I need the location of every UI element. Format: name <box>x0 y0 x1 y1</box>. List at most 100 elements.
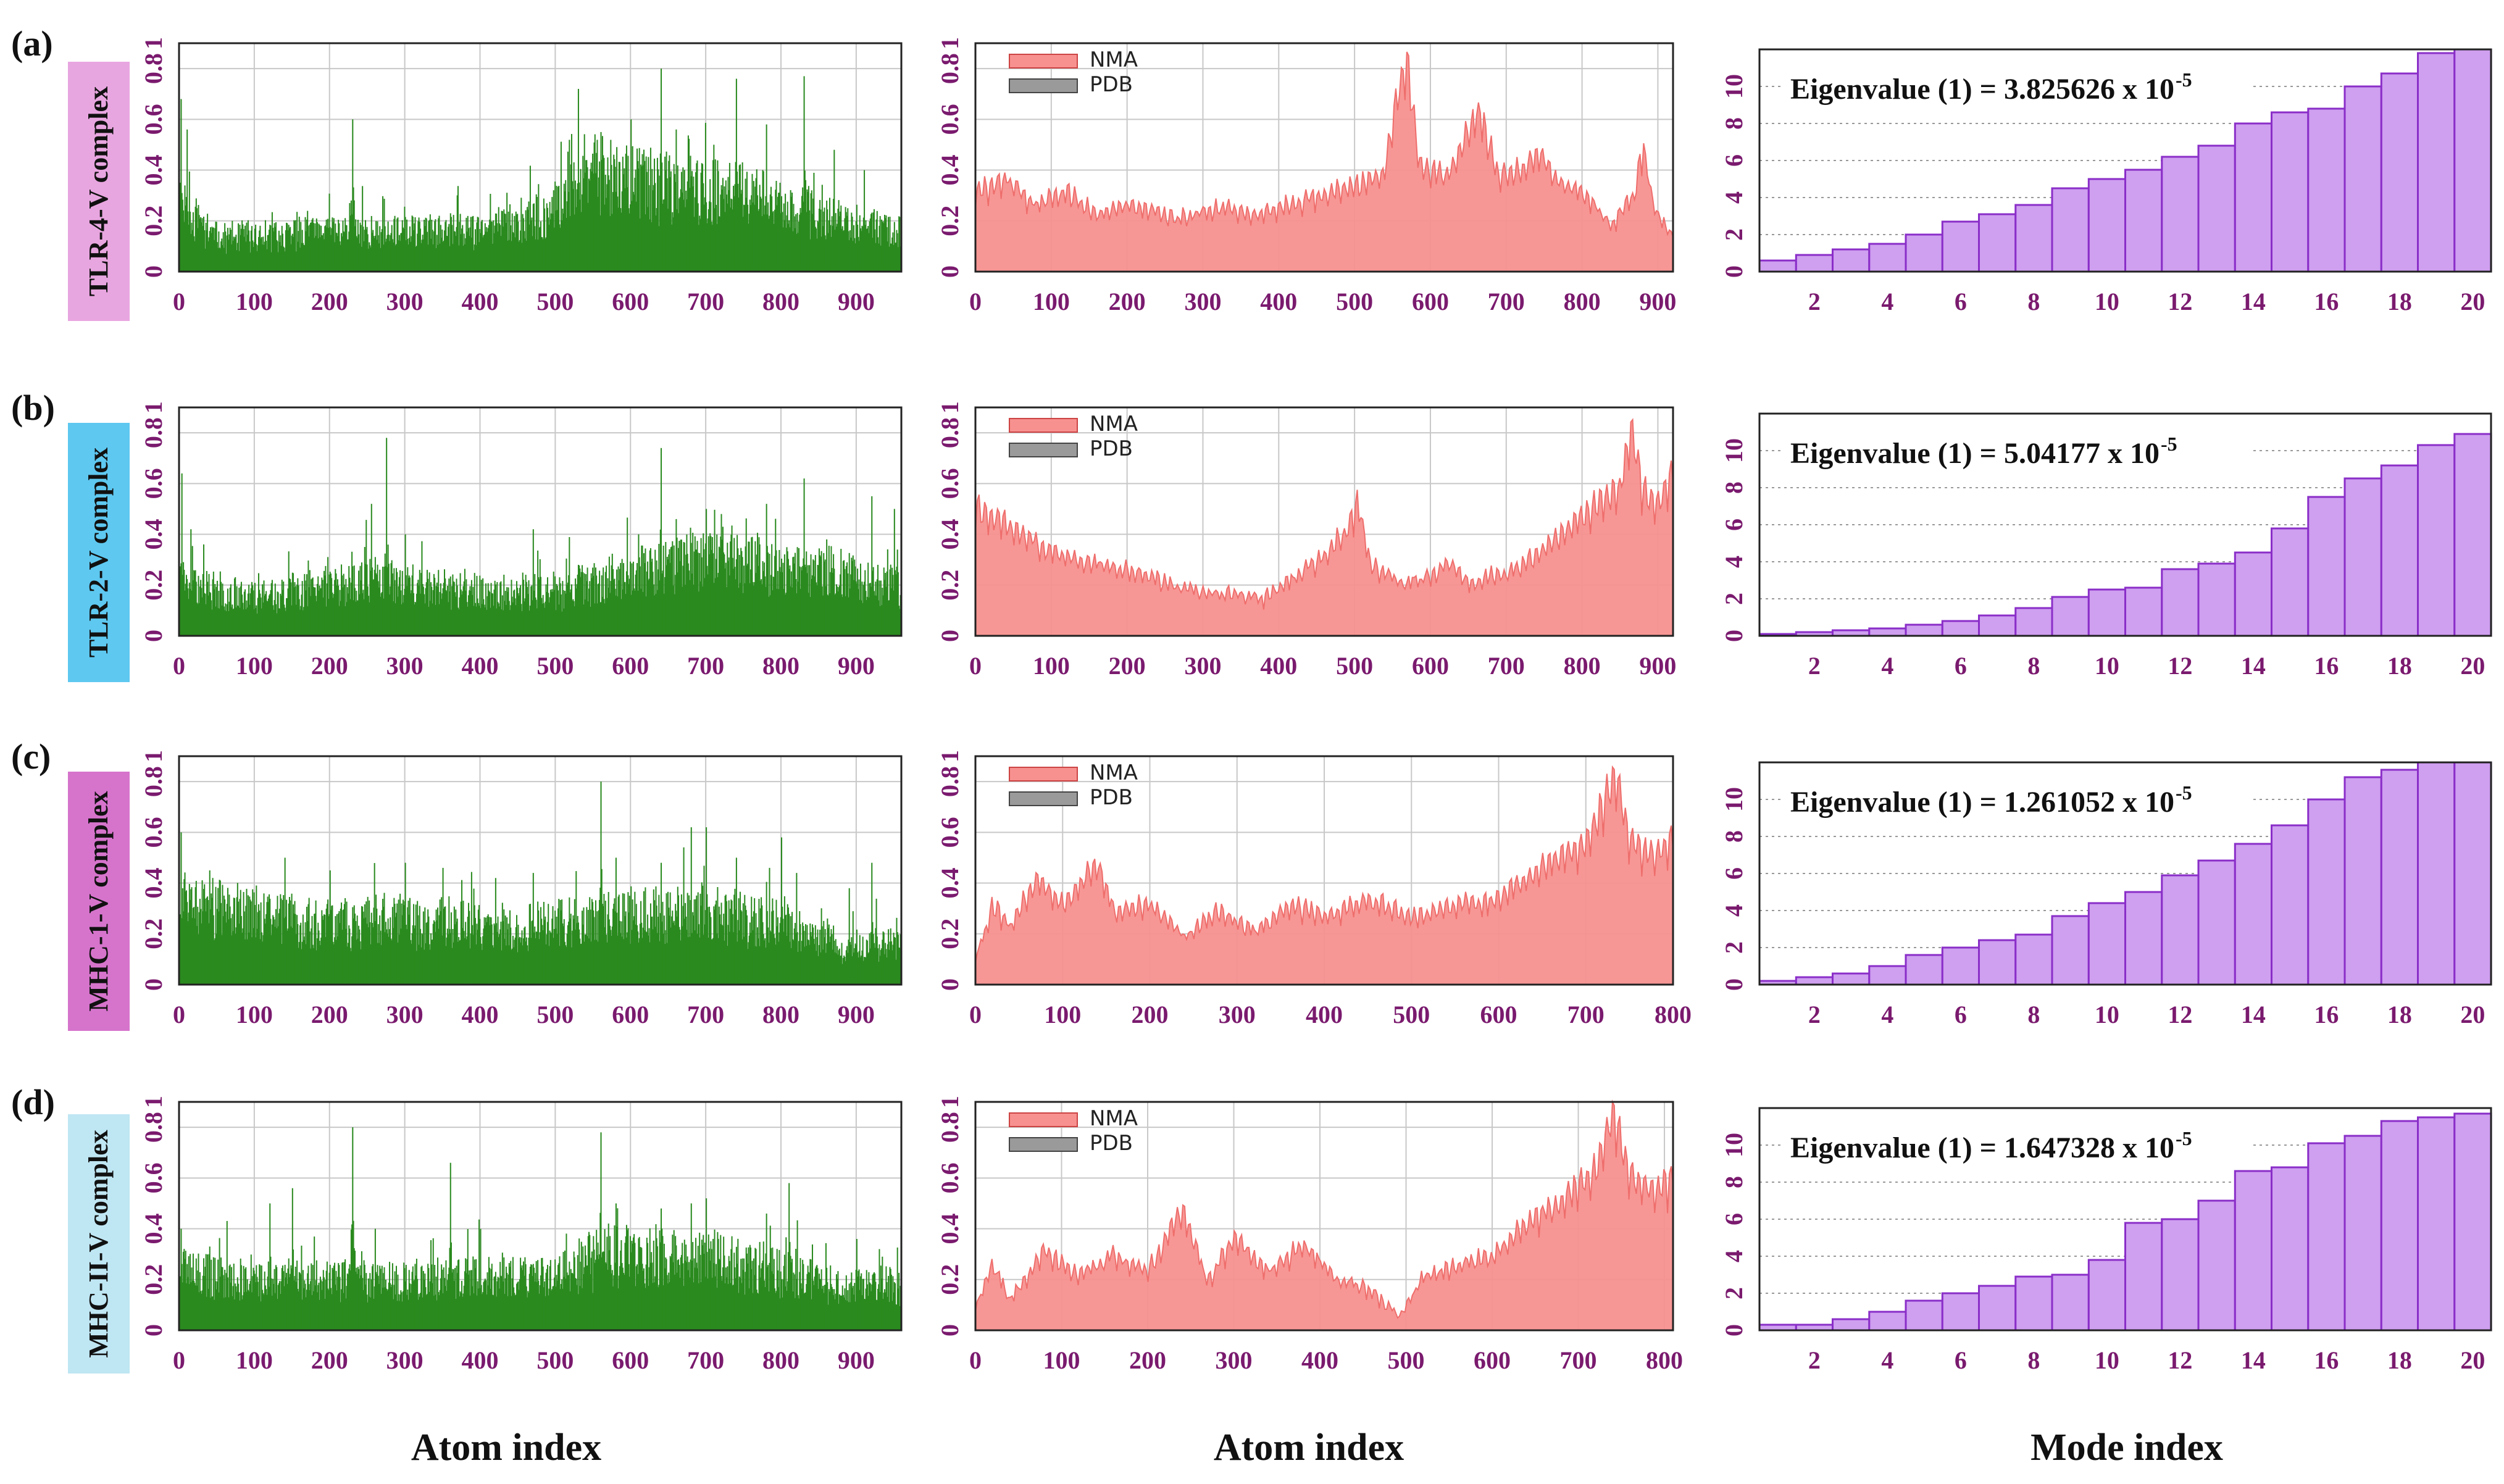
deformability-bar <box>480 233 482 272</box>
deformability-bar <box>319 941 320 985</box>
deformability-bar <box>822 595 824 636</box>
plot-frame <box>178 755 903 986</box>
deformability-bar <box>556 210 558 272</box>
deformability-bar <box>745 198 747 272</box>
deformability-bar <box>473 250 475 272</box>
deformability-bar <box>513 947 515 985</box>
deformability-bar <box>207 896 209 985</box>
deformability-bar <box>257 245 259 272</box>
deformability-bar <box>394 580 396 636</box>
deformability-bar <box>811 1299 812 1330</box>
deformability-bar <box>835 1293 837 1330</box>
y-tick-label: 10 <box>1720 74 1748 99</box>
deformability-bar <box>554 181 556 272</box>
deformability-bar <box>766 124 767 272</box>
deformability-bar <box>896 566 898 636</box>
deformability-bar <box>333 944 335 985</box>
deformability-bar <box>190 889 192 985</box>
deformability-bar <box>394 215 396 272</box>
legend-label-nma: NMA <box>1090 761 1138 785</box>
deformability-bar <box>766 546 768 636</box>
deformability-bar <box>549 930 551 985</box>
deformability-bar <box>582 924 584 985</box>
deformability-bar <box>414 217 416 272</box>
y-tick-label: 0 <box>1720 265 1748 278</box>
deformability-bar <box>459 940 461 985</box>
deformability-bar <box>899 217 901 272</box>
deformability-bar <box>880 245 882 272</box>
deformability-bar <box>655 886 657 985</box>
deformability-bar <box>228 919 230 985</box>
deformability-bar <box>312 223 314 272</box>
deformability-bar <box>632 561 634 636</box>
deformability-bar <box>538 577 540 636</box>
deformability-bar <box>823 920 825 985</box>
deformability-bar <box>393 1285 395 1330</box>
deformability-bar <box>696 1262 698 1330</box>
deformability-bar <box>790 948 792 985</box>
deformability-bar <box>510 225 512 272</box>
deformability-bar <box>847 573 849 636</box>
deformability-bar <box>831 216 833 272</box>
deformability-bar <box>520 198 522 272</box>
deformability-bar <box>566 585 568 636</box>
deformability-bar <box>630 561 632 636</box>
deformability-bar <box>389 241 391 272</box>
deformability-bar <box>782 227 784 272</box>
deformability-bar <box>851 1288 853 1330</box>
deformability-bar <box>594 940 596 985</box>
deformability-bar <box>890 588 892 636</box>
x-tick-label: 400 <box>462 1001 499 1028</box>
eigenvalue-bar <box>2343 1135 2382 1332</box>
deformability-bar <box>301 1245 303 1330</box>
deformability-bar <box>546 922 548 985</box>
deformability-bar <box>607 157 609 272</box>
deformability-bar <box>891 237 893 272</box>
deformability-bar <box>637 1273 639 1330</box>
deformability-bar <box>599 570 601 636</box>
deformability-bar <box>417 1278 419 1330</box>
panel-label: (d) <box>11 1082 55 1122</box>
deformability-bar <box>666 565 667 636</box>
deformability-bar <box>364 547 365 636</box>
deformability-bar <box>851 561 853 636</box>
deformability-bar <box>525 1264 527 1330</box>
deformability-bar <box>511 1278 513 1330</box>
deformability-bar <box>443 1267 444 1330</box>
deformability-bar <box>372 1264 374 1330</box>
deformability-bar <box>215 933 217 985</box>
deformability-bar <box>332 592 333 636</box>
deformability-bar <box>312 218 314 272</box>
deformability-bar <box>885 215 887 272</box>
legend-label-pdb: PDB <box>1090 1131 1133 1156</box>
deformability-bar <box>885 1266 887 1330</box>
deformability-bar <box>359 941 361 985</box>
deformability-bar <box>362 911 364 985</box>
deformability-bar <box>538 184 540 272</box>
deformability-bar <box>649 550 651 636</box>
deformability-bar <box>572 181 574 272</box>
deformability-bar <box>646 932 648 985</box>
deformability-bar <box>714 208 716 272</box>
deformability-bar <box>843 1297 845 1330</box>
deformability-bar <box>682 906 684 985</box>
deformability-bar <box>426 1294 428 1330</box>
deformability-bar <box>709 201 711 272</box>
deformability-bar <box>454 592 456 636</box>
deformability-bar <box>867 953 869 985</box>
eigenvalue-bar <box>2307 798 2346 986</box>
deformability-bar <box>334 580 336 636</box>
deformability-bar <box>886 571 888 636</box>
deformability-bar <box>706 565 708 636</box>
deformability-bar <box>870 932 872 985</box>
deformability-bar <box>310 596 312 636</box>
deformability-bar <box>753 585 754 636</box>
deformability-bar <box>832 949 833 985</box>
deformability-bar <box>566 1272 568 1330</box>
deformability-bar <box>633 1234 635 1330</box>
deformability-bar <box>304 245 306 272</box>
deformability-bar <box>240 235 241 272</box>
deformability-bar <box>700 906 702 985</box>
deformability-bar <box>194 206 196 272</box>
deformability-bar <box>482 237 484 272</box>
